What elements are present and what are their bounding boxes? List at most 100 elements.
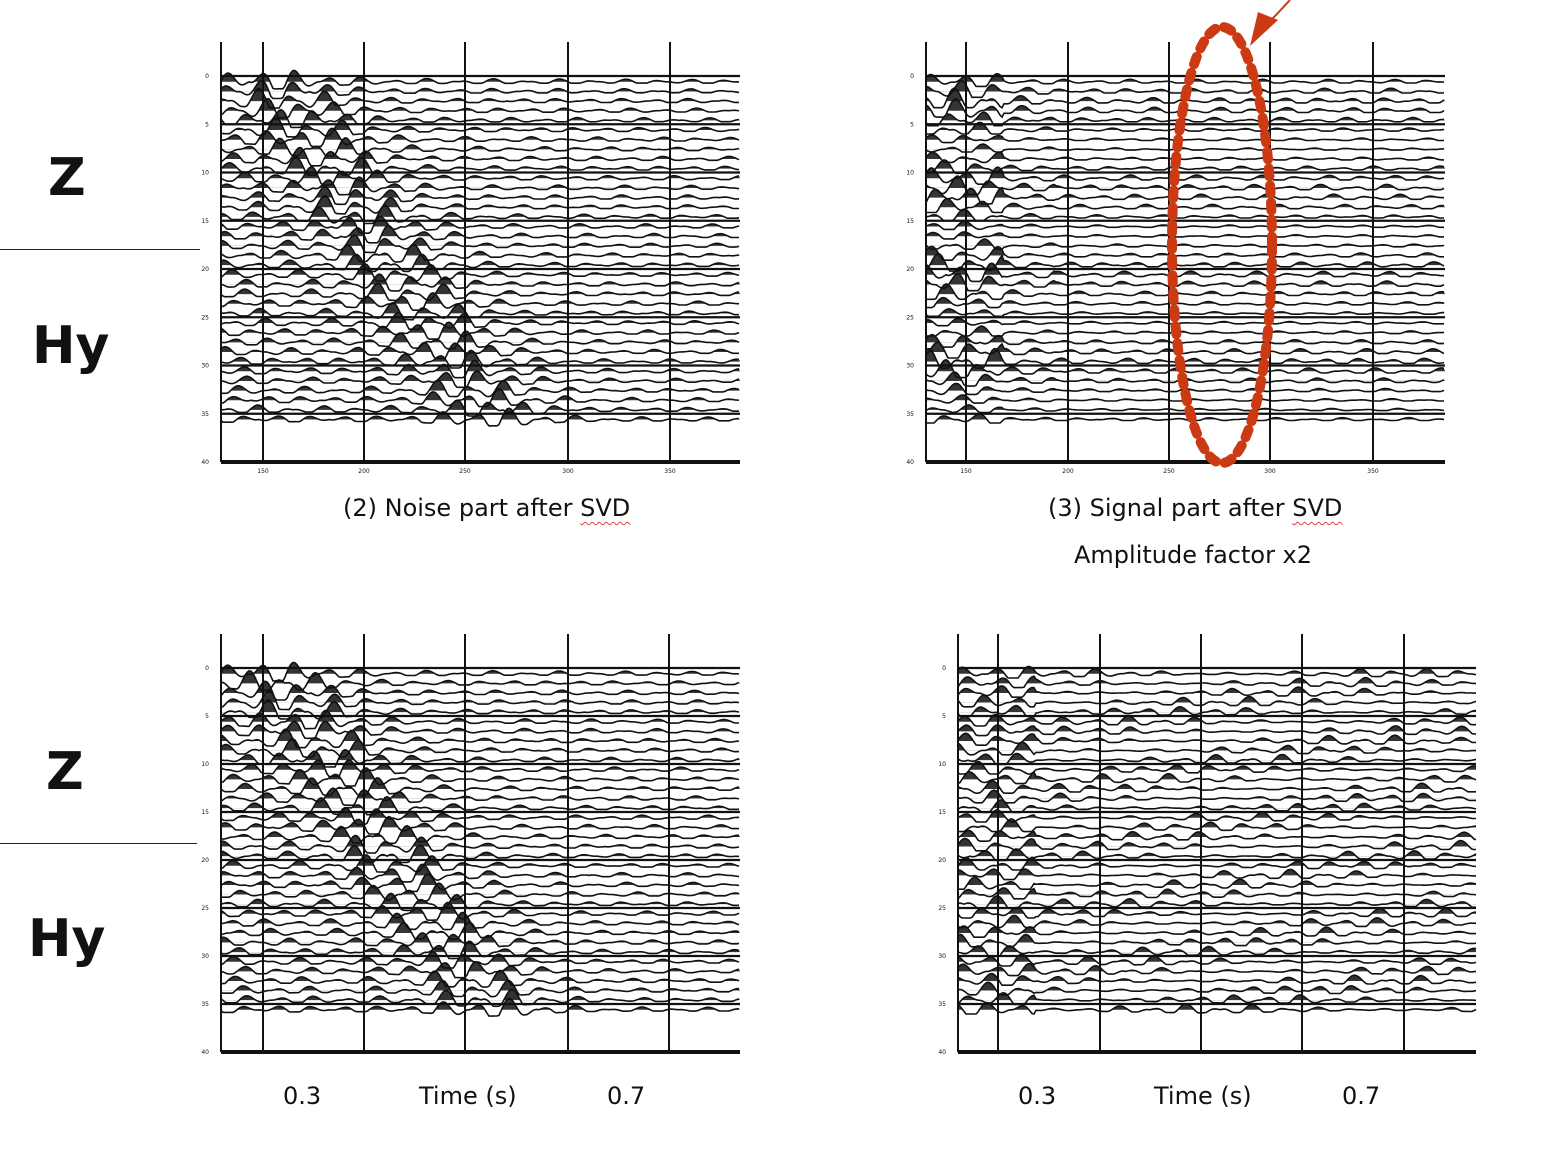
trace-wiggle [220,728,740,749]
trace-wiggle [957,914,1477,929]
trace-fill [221,322,740,333]
trace-fill [926,81,1445,92]
trace-wiggle [957,962,1476,977]
trace-tick-label: 15 [201,809,209,816]
trace-fill [221,729,740,741]
trace-tick-label: 5 [910,121,914,128]
trace-fill [221,760,740,770]
trace-tick-label: 40 [906,459,914,466]
trace-wiggle [220,166,740,186]
trace-tick-label: 15 [201,218,209,225]
trace-tick-label: 40 [938,1049,946,1056]
trace-wiggle [220,215,740,234]
trace-fill [221,864,740,876]
trace-wiggle [220,882,740,902]
trace-wiggle [957,953,1477,967]
trace-fill [221,721,740,732]
trace-wiggle [925,245,1444,261]
trace-fill [926,112,1445,121]
trace-wiggle [925,159,1445,175]
x-tick-right-03: 0.3 [1018,1082,1057,1110]
trace-tick-label: 10 [906,170,914,177]
trace-fill [221,883,740,895]
trace-wiggle [957,981,1477,996]
trace-fill [926,167,1445,179]
trace-wiggle [925,72,1445,88]
trace-tick-label: 0 [205,73,209,80]
trace-fill [221,88,740,102]
trace-wiggle [957,780,1476,794]
trace-wiggle [220,787,740,807]
trace-tick-label: 25 [201,905,209,912]
trace-fill [926,144,1445,150]
trace-fill [958,725,1476,732]
trace-wiggle [220,720,739,740]
trace-tick-label: 30 [201,363,209,370]
trace-wiggle [925,134,1444,144]
trace-wiggle [220,379,740,398]
trace-fill [958,973,1476,981]
trace-fill [221,195,740,208]
trace-wiggle [957,906,1477,919]
trace-wiggle [957,848,1477,862]
trace-wiggle [925,262,1445,283]
trace-wiggle [925,404,1445,414]
trace-fill [958,869,1476,876]
trace-wiggle [957,789,1477,804]
trace-fill [958,849,1476,857]
trace-wiggle [220,282,740,302]
trace-wiggle [220,921,740,940]
label-hy-bottom: Hy [28,909,106,969]
trace-wiggle [957,1001,1477,1015]
trace-wiggle [220,776,740,797]
trace-wiggle [925,252,1445,274]
trace-wiggle [925,197,1445,214]
trace-wiggle [220,911,740,931]
trace-fill [926,73,1445,82]
trace-tick-label: 0 [205,665,209,672]
trace-fill [221,767,740,780]
trace-wiggle [957,829,1477,842]
trace-tick-label: 15 [938,809,946,816]
trace-wiggle [220,407,740,427]
trace-tick-label: 0 [942,665,946,672]
seismogram-panel-bottom-right: 0 5 10 15 20 25 30 35 40 [938,634,1477,1056]
trace-wiggle [925,166,1445,185]
trace-fill [221,922,740,933]
trace-wiggle [220,767,740,787]
trace-wiggle [220,301,739,321]
trace-fill [221,98,740,111]
trace-wiggle [220,234,740,254]
trace-tick-label: 40 [201,1049,209,1056]
trace-tick-label: 10 [201,170,209,177]
caption-signal: (3) Signal part after SVD [1048,494,1342,522]
trace-wiggle [957,760,1477,775]
label-z-top: Z [48,148,86,208]
trace-wiggle [220,243,740,263]
label-hy-top: Hy [32,316,110,376]
trace-wiggle [220,969,740,988]
trace-wiggle [957,770,1477,785]
trace-fill [221,796,740,809]
trace-wiggle [925,308,1445,318]
trace-wiggle [925,317,1445,327]
trace-fill [221,118,740,131]
trace-wiggle [220,321,740,340]
highlight-ellipse [1167,22,1277,468]
trace-fill [221,254,740,266]
x-tick-label: 250 [459,468,471,475]
caption-noise: (2) Noise part after SVD [343,494,630,522]
trace-tick-label: 20 [906,266,914,273]
trace-fill [221,825,740,837]
trace-tick-label: 30 [906,363,914,370]
x-tick-right-07: 0.7 [1342,1082,1381,1110]
trace-wiggle [220,815,739,835]
trace-fill [958,761,1476,770]
caption-signal-svd: SVD [1292,494,1343,522]
trace-wiggle [220,950,740,969]
trace-tick-label: 30 [201,953,209,960]
x-axis-title-right: Time (s) [1154,1082,1252,1110]
trace-fill [958,666,1476,674]
trace-fill [221,893,740,905]
trace-fill [221,816,740,828]
